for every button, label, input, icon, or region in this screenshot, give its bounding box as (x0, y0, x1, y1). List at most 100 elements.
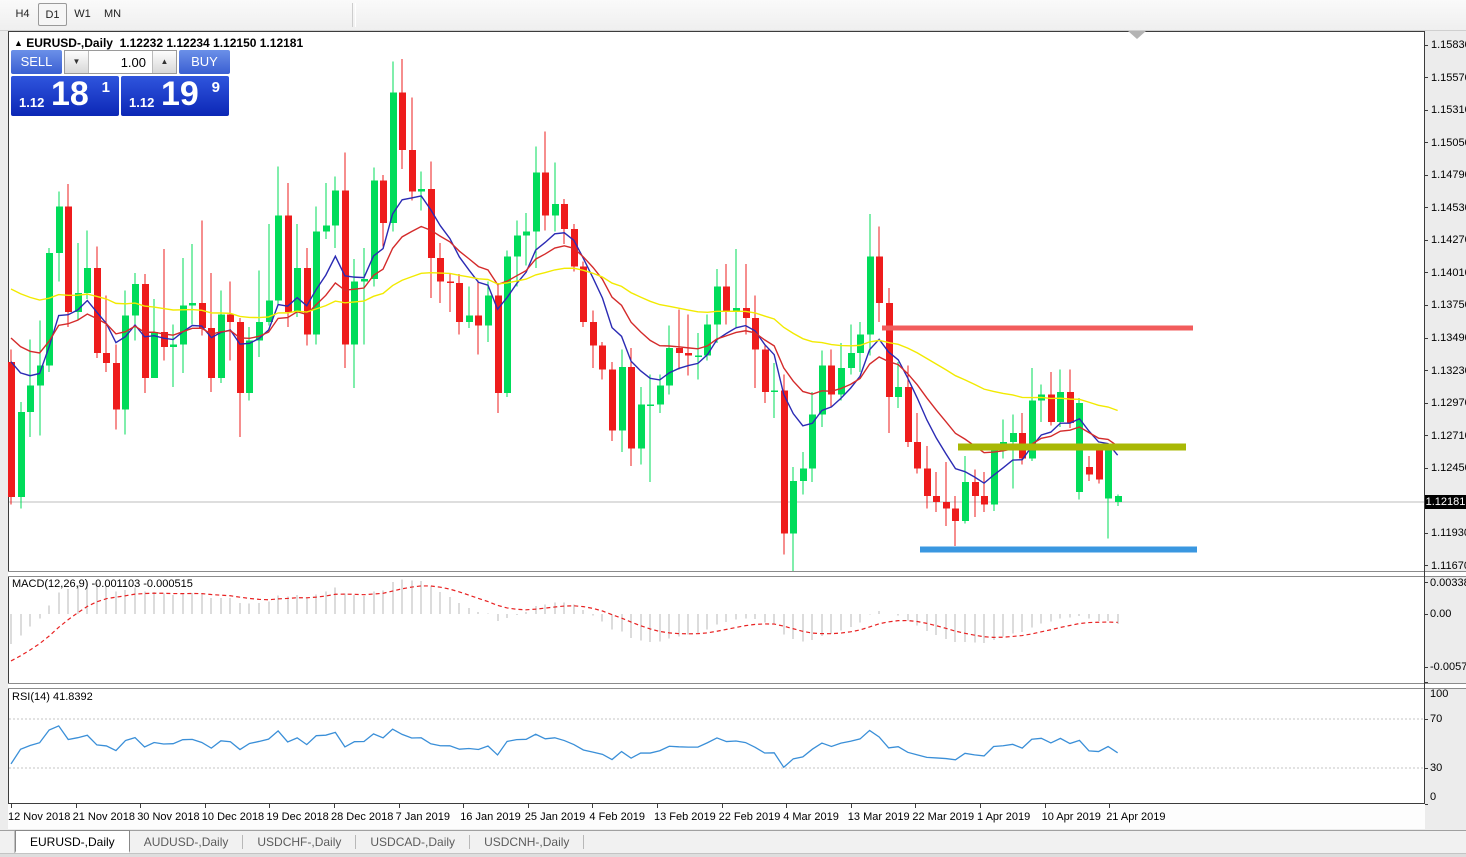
price-tick-label: 1.14530 (1431, 201, 1466, 214)
one-click-trading-panel: SELL ▼ ▲ BUY 1.12 18 1 1.12 19 9 (11, 50, 230, 116)
rsi-line (10, 725, 1118, 769)
date-tick-mark (75, 804, 77, 808)
date-tick-mark (592, 804, 594, 808)
timeframe-mn-button[interactable]: MN (103, 8, 122, 20)
price-tick-label: 1.15310 (1431, 104, 1466, 117)
date-tick-label: 21 Nov 2018 (72, 811, 135, 823)
price-tick-mark (1424, 304, 1428, 306)
date-tick-label: 1 Apr 2019 (977, 811, 1031, 823)
price-tick-mark (1424, 272, 1428, 274)
macd-scale-label: 0.00 (1430, 608, 1452, 620)
price-tick-label: 1.12710 (1431, 429, 1466, 442)
timeframe-toolbar: H4 D1 W1 MN (0, 0, 1466, 31)
price-tick-mark (1424, 370, 1428, 372)
price-tick-label: 1.14270 (1431, 234, 1466, 247)
price-tick-mark (1424, 402, 1428, 404)
date-tick-mark (1044, 804, 1046, 808)
rsi-name: RSI(14) (12, 691, 50, 703)
rsi-corner-label: RSI(14) 41.8392 (12, 691, 93, 703)
rsi-scale-label: 30 (1430, 762, 1443, 774)
date-tick-mark (140, 804, 142, 808)
sell-price-tile[interactable]: 1.12 18 1 (11, 75, 119, 116)
chart-frame (8, 31, 1425, 803)
lot-increase-button[interactable]: ▲ (152, 51, 176, 73)
date-tick-label: 22 Mar 2019 (912, 811, 975, 823)
panel-splitter[interactable] (8, 683, 1466, 689)
status-strip (0, 853, 1466, 857)
sell-price-pip-digit: 1 (101, 79, 110, 96)
date-tick-label: 7 Jan 2019 (395, 811, 451, 823)
buy-button[interactable]: BUY (179, 50, 230, 74)
tab-audusd[interactable]: AUDUSD-,Daily (143, 835, 229, 849)
panel-splitter[interactable] (8, 571, 1466, 577)
price-tick-mark (1424, 77, 1428, 79)
price-tick-mark (1424, 565, 1428, 567)
slow-ema-line (10, 267, 1118, 412)
chart-title: ▲ EURUSD-,Daily 1.12232 1.12234 1.12150 … (14, 36, 303, 50)
tab-separator (469, 835, 471, 849)
indicator-tick-mark (1424, 681, 1428, 683)
rsi-indicator-panel[interactable] (8, 688, 1424, 802)
date-tick-mark (657, 804, 658, 808)
candles-layer (8, 58, 1122, 571)
main-price-chart[interactable] (8, 31, 1424, 571)
indicator-tick-mark (1424, 767, 1428, 769)
price-tick-label: 1.13490 (1431, 332, 1466, 345)
resistance-red-hline (882, 325, 1193, 331)
price-tick-mark (1424, 467, 1428, 469)
date-tick-mark (204, 804, 206, 808)
date-tick-label: 21 Apr 2019 (1106, 811, 1166, 823)
sell-button[interactable]: SELL (11, 50, 62, 74)
price-axis-border (1424, 31, 1425, 803)
price-tick-label: 1.11930 (1431, 527, 1466, 540)
date-tick-mark (334, 804, 335, 808)
lot-size-input[interactable] (89, 51, 152, 73)
price-tick-mark (1424, 142, 1428, 144)
macd-corner-label: MACD(12,26,9) -0.001103 -0.000515 (12, 578, 193, 590)
tab-usdchf[interactable]: USDCHF-,Daily (257, 835, 342, 849)
macd-indicator-panel[interactable] (8, 575, 1424, 683)
date-tick-mark (463, 804, 465, 808)
macd-scale-label: 0.003386 (1430, 576, 1466, 589)
rsi-current-value: 41.8392 (52, 691, 93, 703)
timeframe-h4-button[interactable]: H4 (15, 8, 30, 20)
lot-decrease-button[interactable]: ▼ (65, 51, 89, 73)
macd-scale-label: -0.00574 (1430, 661, 1466, 674)
indicator-tick-mark (1424, 613, 1428, 615)
chart-tabbar: EURUSD-,Daily AUDUSD-,Daily USDCHF-,Dail… (0, 830, 1466, 853)
price-tick-mark (1424, 44, 1428, 46)
chart-symbol-label: EURUSD-,Daily (26, 36, 113, 50)
date-tick-label: 10 Apr 2019 (1041, 811, 1101, 823)
rsi-scale-label: 100 (1430, 688, 1449, 700)
indicator-tick-mark (1424, 666, 1428, 668)
rsi-scale-label: 0 (1430, 791, 1437, 803)
tab-separator (583, 835, 585, 849)
rsi-scale-label: 70 (1430, 713, 1443, 725)
buy-price-pip-digit: 9 (211, 79, 220, 96)
tab-separator (242, 835, 244, 849)
timeframe-w1-button[interactable]: W1 (74, 8, 91, 20)
indicator-tick-mark (1424, 804, 1428, 806)
date-tick-label: 13 Feb 2019 (654, 811, 716, 823)
tab-usdcnh[interactable]: USDCNH-,Daily (484, 835, 570, 849)
support-blue-hline (920, 546, 1197, 553)
timeframe-d1-button[interactable]: D1 (38, 3, 67, 26)
fast-ema-line (10, 195, 1119, 485)
macd-signal-line (10, 585, 1118, 662)
macd-histogram (10, 579, 1119, 645)
sell-price-prefix: 1.12 (19, 95, 45, 110)
buy-price-big-digits: 19 (161, 75, 199, 113)
tab-eurusd[interactable]: EURUSD-,Daily (15, 830, 130, 853)
price-tick-label: 1.15830 (1431, 39, 1466, 51)
date-tick-label: 22 Feb 2019 (718, 811, 781, 823)
buy-price-tile[interactable]: 1.12 19 9 (121, 75, 229, 116)
date-tick-mark (980, 804, 981, 808)
toolbar-separator (352, 3, 356, 27)
date-axis[interactable]: 12 Nov 2018 21 Nov 2018 30 Nov 2018 10 Dec … (8, 803, 1425, 829)
tab-usdcad[interactable]: USDCAD-,Daily (370, 835, 456, 849)
date-tick-mark (269, 804, 271, 808)
scroll-to-end-icon[interactable] (1128, 31, 1146, 39)
date-tick-mark (527, 804, 529, 808)
